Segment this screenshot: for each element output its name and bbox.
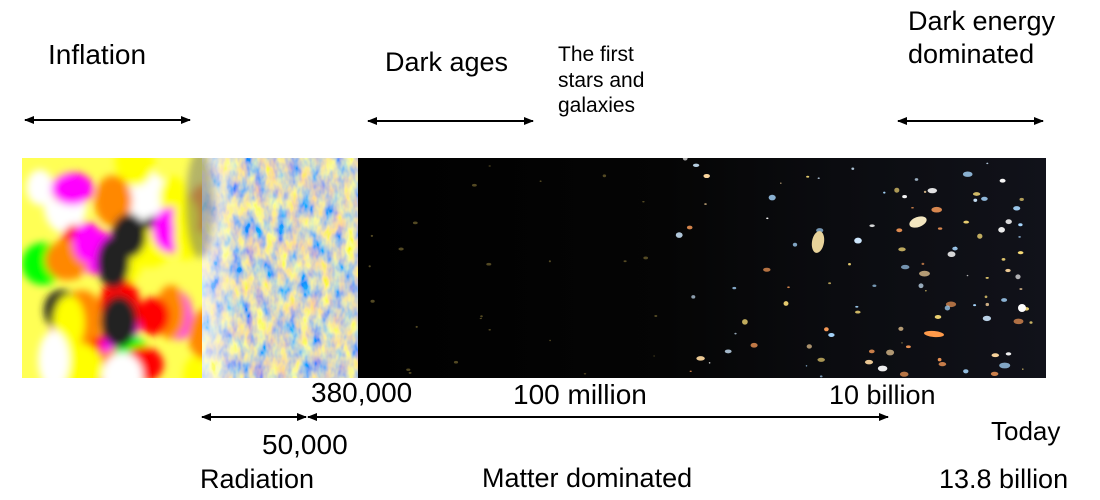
first-stars-label: The first stars and galaxies: [558, 42, 644, 119]
dark-energy-line-1: Dark energy: [908, 6, 1056, 36]
age-label: 13.8 billion: [939, 464, 1069, 494]
time-380000: 380,000: [311, 377, 413, 408]
inflation-label: Inflation: [48, 39, 147, 70]
cmb-segment: [186, 158, 358, 378]
time-100-million: 100 million: [513, 379, 647, 410]
dark-energy-label: Dark energy dominated: [908, 5, 1055, 71]
cosmic-timeline-strip: [22, 158, 1046, 378]
inflation-segment: [22, 158, 223, 378]
dark-energy-line-2: dominated: [908, 38, 1035, 69]
time-10-billion: 10 billion: [829, 380, 936, 410]
dark-ages-label: Dark ages: [385, 47, 509, 77]
first-stars-line-1: The first: [558, 43, 634, 66]
time-50000: 50,000: [262, 429, 348, 460]
radiation-label: Radiation: [200, 464, 315, 494]
matter-dominated-label: Matter dominated: [482, 463, 693, 493]
space-segment: [358, 158, 1046, 378]
first-stars-line-2: stars and: [558, 68, 645, 92]
timeline-image: [22, 158, 1046, 378]
today-label: Today: [991, 416, 1061, 446]
first-stars-line-3: galaxies: [558, 94, 636, 118]
